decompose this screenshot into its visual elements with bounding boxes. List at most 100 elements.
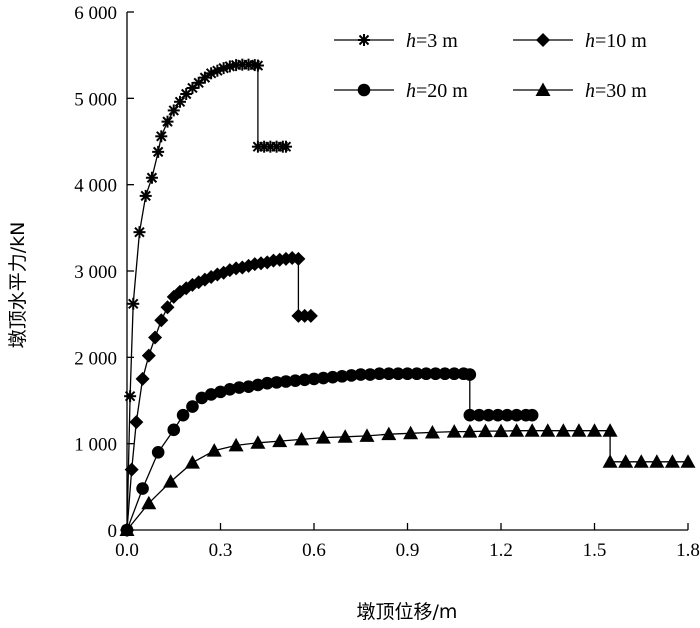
data-point xyxy=(540,423,556,437)
data-point xyxy=(192,76,205,89)
data-point xyxy=(382,367,396,381)
data-point xyxy=(555,423,571,437)
data-point xyxy=(403,425,419,440)
data-point xyxy=(242,380,255,393)
data-point xyxy=(133,226,146,239)
data-point xyxy=(524,423,540,437)
data-point xyxy=(307,372,321,386)
data-point xyxy=(335,370,349,383)
data-point xyxy=(155,130,168,143)
legend-marker xyxy=(357,83,371,97)
data-point xyxy=(154,313,169,328)
data-point xyxy=(160,300,175,315)
legend: h=3 m h=10 m h=20 m h=30 m xyxy=(334,30,647,102)
data-point xyxy=(161,115,174,128)
data-point xyxy=(232,381,246,394)
y-tick-label: 4 000 xyxy=(74,176,117,197)
legend-entry: h=30 m xyxy=(513,80,647,102)
data-point xyxy=(429,367,442,381)
data-point xyxy=(167,104,180,117)
data-point xyxy=(294,431,310,446)
data-point xyxy=(571,423,587,437)
y-tick-label: 0 xyxy=(108,521,118,542)
data-point xyxy=(119,522,135,536)
data-point xyxy=(447,367,461,381)
data-point xyxy=(391,367,405,381)
data-point xyxy=(462,424,478,438)
data-point xyxy=(228,437,244,452)
data-point xyxy=(289,374,302,387)
data-point xyxy=(141,495,157,510)
data-point xyxy=(148,330,163,345)
x-axis-title: 墩顶位移/m xyxy=(357,601,458,623)
data-point xyxy=(198,71,211,84)
data-point xyxy=(223,382,237,396)
y-tick-label: 6 000 xyxy=(74,3,117,24)
legend-label: h=30 m xyxy=(585,80,647,102)
data-point xyxy=(186,400,199,413)
data-point xyxy=(139,189,152,202)
y-tick-label: 3 000 xyxy=(74,262,117,283)
data-point xyxy=(317,371,330,385)
legend-entry: h=10 m xyxy=(513,30,647,52)
x-tick-label: 0.9 xyxy=(396,540,420,561)
data-point xyxy=(410,367,424,381)
data-point xyxy=(363,368,377,381)
series-circle xyxy=(120,367,539,537)
data-point xyxy=(472,408,486,422)
y-tick-label: 1 000 xyxy=(74,435,117,456)
legend-label: h=20 m xyxy=(406,80,468,102)
data-point xyxy=(446,424,462,438)
data-point xyxy=(173,95,186,108)
data-point xyxy=(279,140,292,153)
legend-entry: h=3 m xyxy=(334,30,458,52)
data-point xyxy=(419,367,433,381)
data-point xyxy=(315,430,331,444)
data-point xyxy=(298,373,311,387)
data-point xyxy=(251,378,265,392)
y-tick-label: 2 000 xyxy=(74,348,117,369)
x-tick-label: 1.8 xyxy=(676,540,700,561)
series-layer xyxy=(119,58,696,537)
data-point xyxy=(167,423,181,437)
legend-label: h=3 m xyxy=(406,30,458,52)
data-point xyxy=(145,171,158,184)
data-point xyxy=(477,423,493,438)
x-tick-label: 1.2 xyxy=(489,540,513,561)
data-point xyxy=(354,368,368,381)
data-point xyxy=(135,371,150,386)
data-point xyxy=(482,408,495,422)
series-diamond xyxy=(120,251,318,537)
data-point xyxy=(438,367,452,381)
data-point xyxy=(129,415,144,430)
data-point xyxy=(602,423,618,437)
data-point xyxy=(291,251,306,266)
legend-marker xyxy=(358,34,370,46)
data-point xyxy=(206,443,222,457)
data-point xyxy=(664,454,680,468)
data-point xyxy=(124,390,137,403)
x-tick-label: 1.5 xyxy=(583,540,607,561)
data-point xyxy=(680,454,696,468)
data-point xyxy=(272,433,288,448)
legend-label: h=10 m xyxy=(585,30,647,52)
data-point xyxy=(279,375,293,388)
data-point xyxy=(184,455,200,469)
data-point xyxy=(270,376,283,389)
data-point xyxy=(463,408,477,422)
data-point xyxy=(463,368,477,381)
data-point xyxy=(509,423,525,437)
legend-entry: h=20 m xyxy=(334,80,468,102)
data-point xyxy=(633,454,649,468)
data-point xyxy=(381,426,397,441)
data-point xyxy=(618,454,634,468)
series-star xyxy=(121,58,292,536)
axis-ticks: 0.0 0.3 0.6 0.9 1.2 1.5 1.8 0 1 000 2 000 3 000 4 0… xyxy=(74,3,700,561)
data-point xyxy=(124,462,139,477)
data-point xyxy=(176,408,190,422)
data-point xyxy=(303,308,318,323)
data-point xyxy=(491,408,505,422)
data-point xyxy=(345,369,358,382)
data-point xyxy=(500,408,514,422)
